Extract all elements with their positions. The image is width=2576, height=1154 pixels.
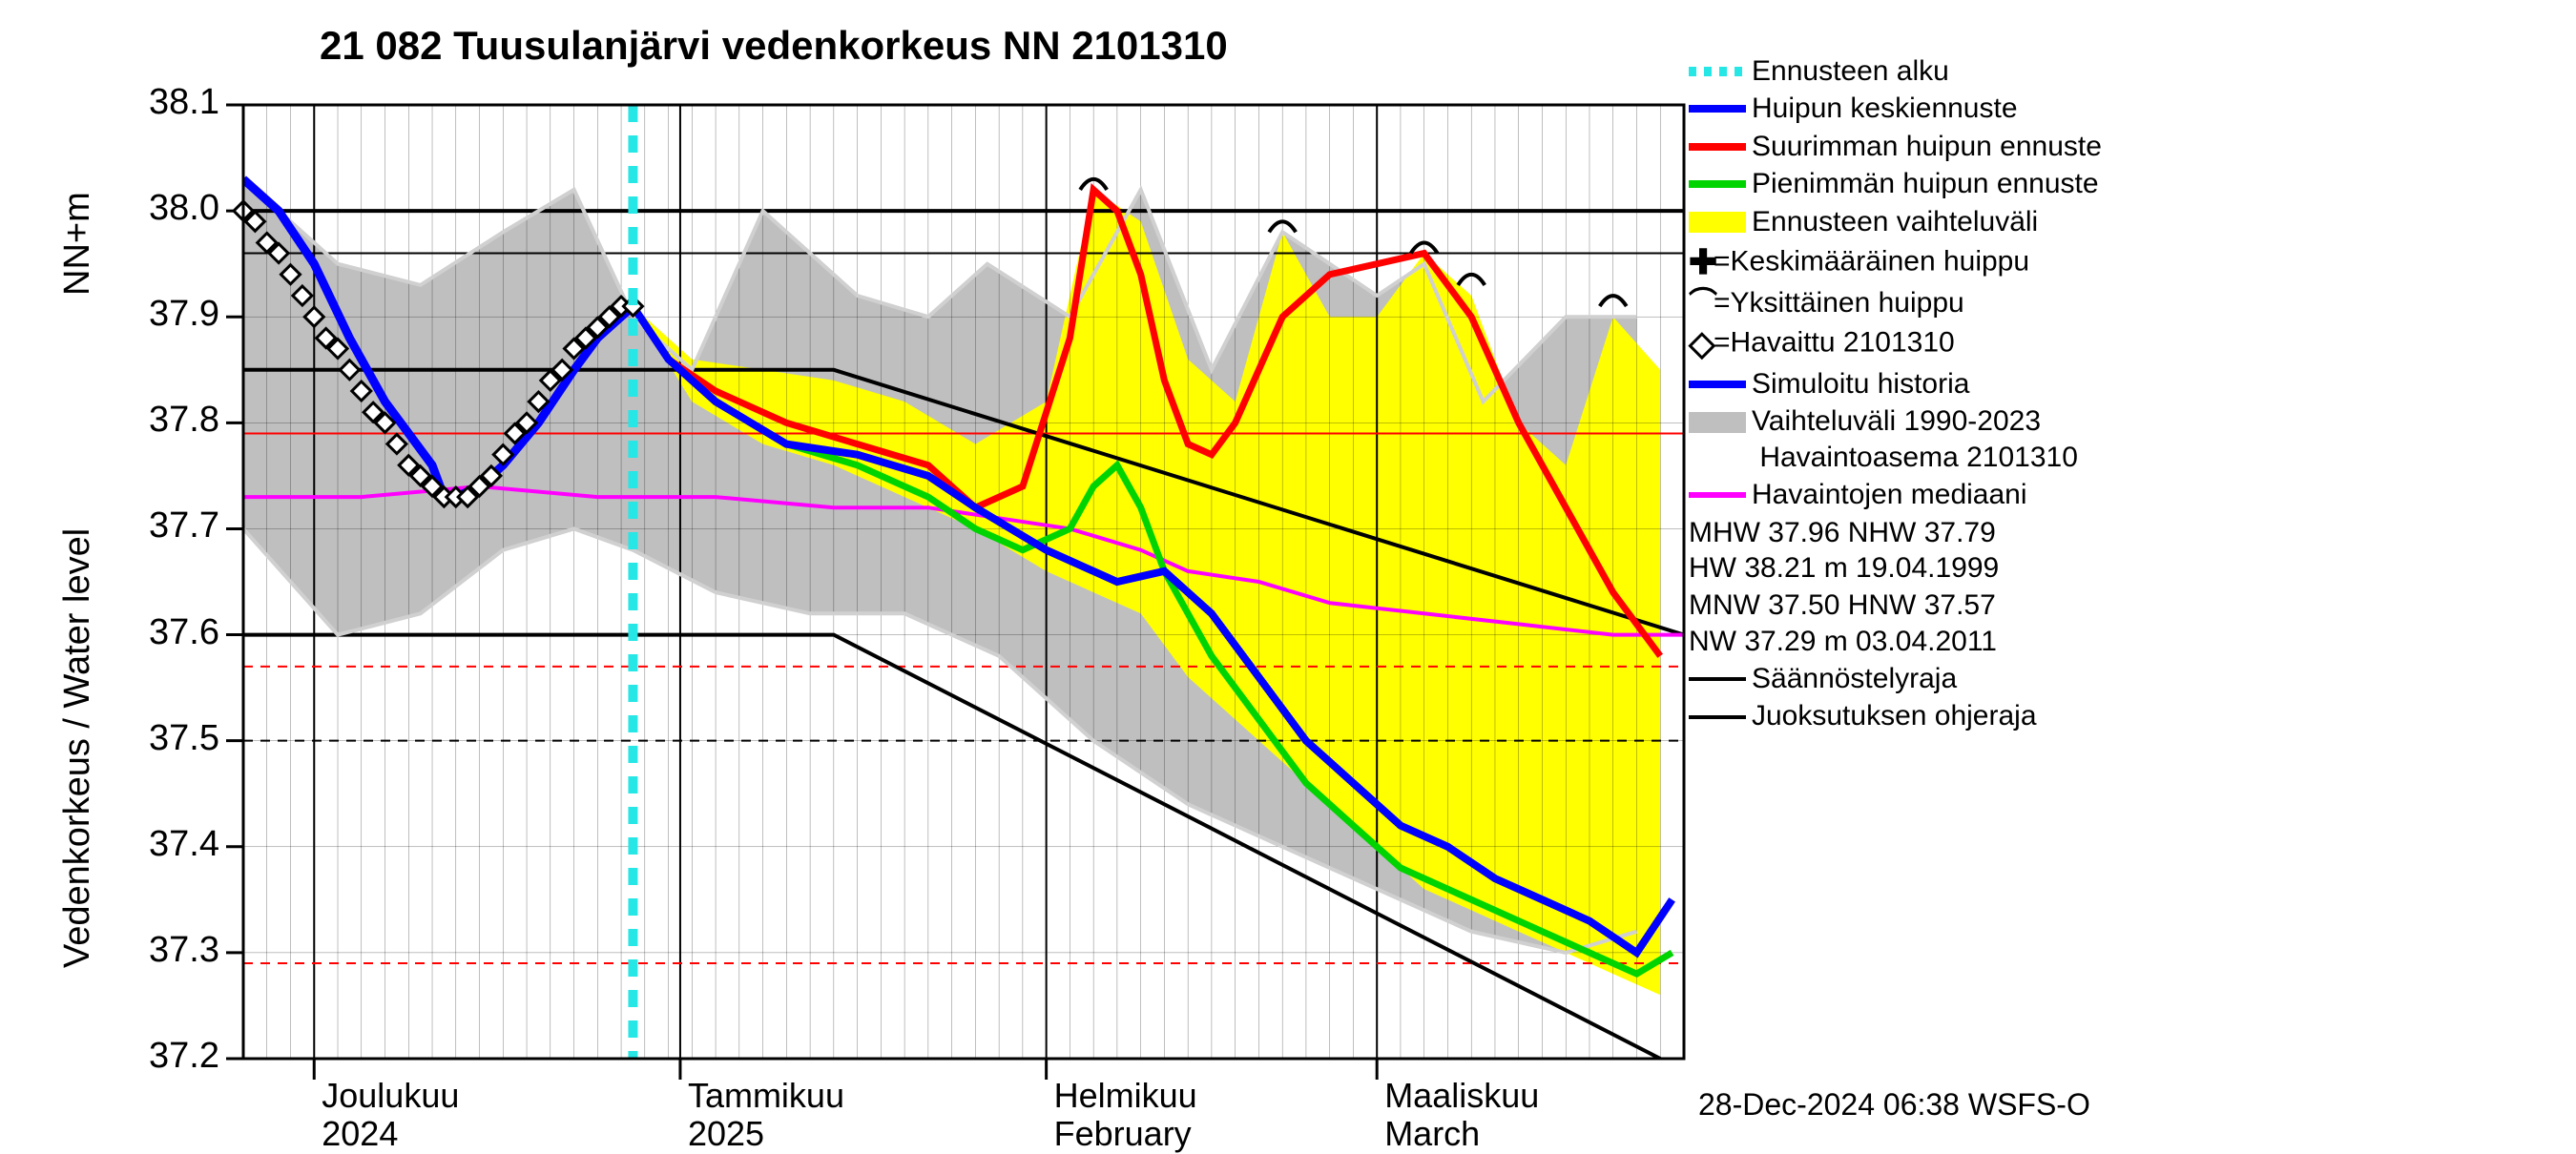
legend-forecast-start: Ennusteen alku: [1689, 53, 2204, 89]
x-month-label: Joulukuu: [322, 1076, 459, 1116]
chart-container: 21 082 Tuusulanjärvi vedenkorkeus NN 210…: [0, 0, 2576, 1144]
plus-icon: ✚: [1689, 241, 1714, 283]
y-tick: 37.3: [114, 930, 219, 971]
legend-mnw: MNW 37.50 HNW 37.57 NW 37.29 m 03.04.201…: [1689, 587, 2204, 659]
legend-sim-history: Simuloitu historia: [1689, 366, 2204, 402]
legend-median: Havaintojen mediaani: [1689, 477, 2204, 512]
arc-icon: ⌒: [1689, 286, 1714, 321]
y-tick: 37.2: [114, 1036, 219, 1077]
legend-peak-mean: Huipun keskiennuste: [1689, 91, 2204, 126]
legend-range: Ennusteen vaihteluväli: [1689, 204, 2204, 239]
legend-mhw: MHW 37.96 NHW 37.79 HW 38.21 m 19.04.199…: [1689, 515, 2204, 587]
legend-single-peak: ⌒=Yksittäinen huippu: [1689, 285, 2204, 320]
footer-timestamp: 28-Dec-2024 06:38 WSFS-O: [1698, 1087, 2090, 1123]
diamond-icon: ◇: [1689, 322, 1714, 364]
y-tick: 38.0: [114, 188, 219, 229]
x-month-sublabel: 2024: [322, 1114, 398, 1154]
legend-hist-band: Vaihteluväli 1990-2023 Havaintoasema 210…: [1689, 403, 2204, 475]
y-tick: 37.7: [114, 505, 219, 546]
legend-observed: ◇=Havaittu 2101310: [1689, 322, 2204, 364]
x-month-label: Maaliskuu: [1384, 1076, 1539, 1116]
x-month-label: Tammikuu: [688, 1076, 844, 1116]
y-tick: 37.9: [114, 294, 219, 335]
legend-avg-peak: ✚=Keskimääräinen huippu: [1689, 241, 2204, 283]
y-tick: 37.6: [114, 612, 219, 653]
y-tick: 37.5: [114, 718, 219, 759]
y-tick: 37.4: [114, 824, 219, 865]
x-month-label: Helmikuu: [1054, 1076, 1197, 1116]
legend: Ennusteen alku Huipun keskiennuste Suuri…: [1689, 53, 2204, 736]
x-month-sublabel: March: [1384, 1114, 1480, 1154]
legend-peak-max: Suurimman huipun ennuste: [1689, 129, 2204, 164]
x-month-sublabel: February: [1054, 1114, 1192, 1154]
legend-discharge: Juoksutuksen ohjeraja: [1689, 698, 2204, 733]
y-tick: 37.8: [114, 400, 219, 441]
x-month-sublabel: 2025: [688, 1114, 764, 1154]
y-tick: 38.1: [114, 82, 219, 123]
legend-peak-min: Pienimmän huipun ennuste: [1689, 166, 2204, 201]
legend-reg: Säännöstelyraja: [1689, 661, 2204, 696]
